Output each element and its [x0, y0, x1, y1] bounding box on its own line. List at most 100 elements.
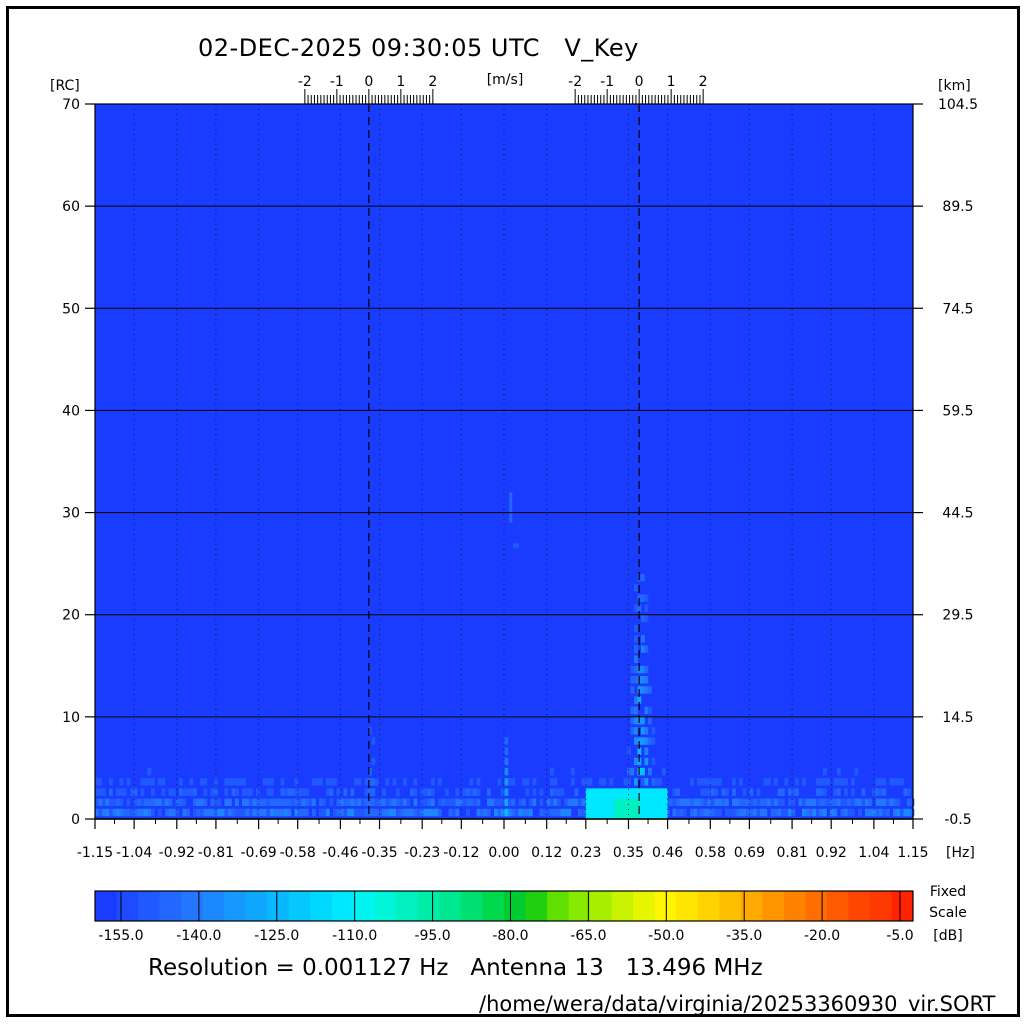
heat-cell	[823, 767, 827, 776]
heat-cell	[581, 808, 586, 817]
heat-cell	[424, 788, 428, 796]
heat-cell	[109, 788, 113, 796]
heat-cell	[641, 727, 645, 735]
heat-cell	[711, 798, 715, 807]
heat-cell	[161, 788, 166, 796]
heat-cell	[294, 808, 299, 817]
heat-cell	[669, 798, 673, 807]
heat-cell	[431, 778, 435, 786]
heat-cell	[497, 808, 502, 817]
colorbar-segment	[159, 891, 182, 921]
y-tick-label-right: 89.5	[942, 199, 973, 215]
heat-cell	[707, 808, 712, 817]
heat-cell	[504, 767, 509, 776]
heat-cell	[284, 788, 288, 796]
heat-cell	[301, 808, 306, 817]
heat-cell	[641, 676, 645, 684]
heat-cell	[644, 747, 649, 755]
heat-cell	[707, 798, 712, 807]
heat-cell	[312, 778, 316, 786]
heat-cell	[294, 778, 299, 786]
heat-cell	[690, 808, 694, 817]
chart-title: 02-DEC-2025 09:30:05 UTC V_Key	[198, 34, 639, 62]
heat-cell	[343, 798, 348, 807]
colorbar-segment	[116, 891, 139, 921]
heat-cell	[144, 808, 148, 817]
heat-cell	[574, 788, 579, 796]
heat-cell	[147, 778, 152, 786]
heat-cell	[364, 788, 369, 796]
heat-cell	[781, 808, 785, 817]
heat-cell	[378, 798, 383, 807]
heat-cell	[693, 798, 698, 807]
heat-cell	[357, 808, 362, 817]
heat-cell	[707, 778, 712, 786]
heat-cell	[371, 778, 376, 786]
heat-cell	[144, 778, 148, 786]
heat-cell	[501, 788, 505, 796]
heat-cell	[441, 798, 446, 807]
heat-cell	[777, 808, 782, 817]
y-tick-label-right: 29.5	[942, 608, 973, 624]
heat-cell	[109, 778, 113, 786]
heat-cell	[865, 808, 869, 817]
heat-cell	[791, 798, 796, 807]
heat-cell	[550, 798, 554, 807]
heat-cell	[189, 778, 194, 786]
heat-cell	[739, 798, 743, 807]
heat-cell	[396, 808, 400, 817]
y-tick-label-left: 60	[62, 199, 80, 215]
heat-cell	[399, 798, 404, 807]
heat-cell	[462, 788, 467, 796]
heat-cell	[235, 808, 239, 817]
heat-cell	[165, 798, 169, 807]
heat-cell	[203, 778, 208, 786]
heat-cell	[368, 788, 372, 796]
bragg-core	[614, 798, 640, 819]
heat-cell	[732, 778, 736, 786]
heat-cell	[567, 808, 572, 817]
heat-cell	[112, 808, 117, 817]
velocity-tick-label: -2	[298, 74, 312, 90]
heat-cell	[819, 798, 824, 807]
heat-cell	[497, 778, 502, 786]
heat-cell	[777, 798, 782, 807]
heat-cell	[875, 788, 880, 796]
heat-cell	[868, 798, 873, 807]
colorbar-tick-label: -140.0	[176, 928, 221, 944]
heat-cell	[438, 798, 442, 807]
heat-cell	[273, 798, 278, 807]
heat-cell	[266, 808, 271, 817]
heat-cell	[382, 808, 386, 817]
x-tick-label: -0.12	[443, 845, 479, 861]
heat-cell	[630, 716, 635, 725]
heat-cell	[711, 788, 715, 796]
heat-cell	[896, 808, 901, 817]
heat-cell	[599, 778, 603, 786]
heat-cell	[651, 737, 656, 745]
heat-cell	[893, 808, 897, 817]
heat-cell	[420, 788, 425, 796]
heat-cell	[732, 788, 736, 796]
heat-cell	[455, 808, 460, 817]
heat-cell	[861, 798, 866, 807]
heat-cell	[532, 778, 537, 786]
heat-cell	[476, 778, 481, 786]
heat-cell	[154, 798, 159, 807]
y-tick-label-right: -0.5	[944, 812, 971, 828]
heat-cell	[501, 808, 505, 817]
heat-cell	[112, 798, 117, 807]
heat-cell	[119, 778, 124, 786]
heat-cell	[291, 798, 295, 807]
heat-cell	[658, 778, 663, 786]
heat-cell	[354, 778, 358, 786]
heat-cell	[634, 757, 638, 766]
colorbar-segment	[95, 891, 117, 921]
heat-cell	[697, 808, 701, 817]
heat-cell	[105, 798, 110, 807]
velocity-tick-label: -1	[330, 74, 344, 90]
heat-cell	[641, 737, 645, 745]
x-tick-label: 0.35	[613, 845, 644, 861]
heat-cell	[459, 798, 463, 807]
heat-cell	[431, 788, 435, 796]
